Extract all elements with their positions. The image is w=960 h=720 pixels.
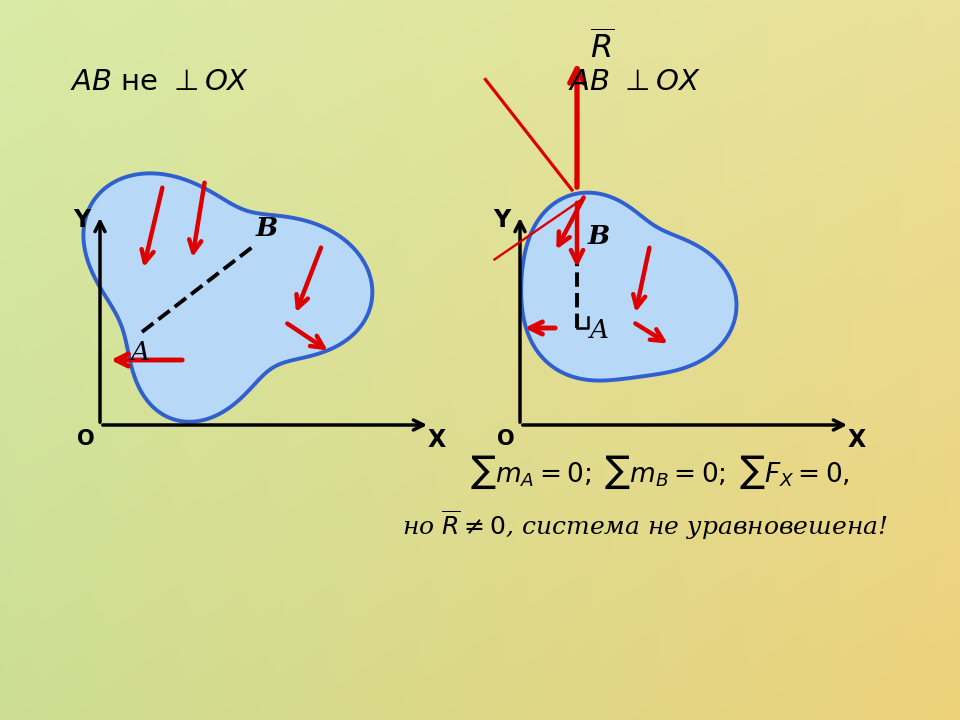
Text: $\overline{R}$: $\overline{R}$	[589, 30, 614, 66]
Text: Y: Y	[73, 208, 90, 232]
Text: Y: Y	[493, 208, 511, 232]
Text: $\sum m_A = 0;\; \sum m_B = 0;\; \sum F_X = 0,$: $\sum m_A = 0;\; \sum m_B = 0;\; \sum F_…	[470, 454, 850, 490]
Text: B: B	[588, 223, 611, 248]
Polygon shape	[84, 174, 372, 422]
Text: B: B	[256, 217, 278, 241]
Text: O: O	[497, 429, 515, 449]
Text: A: A	[131, 340, 150, 364]
Text: $AB\ \bot OX$: $AB\ \bot OX$	[568, 68, 702, 96]
Text: $AB\ \mathrm{не}\ \bot OX$: $AB\ \mathrm{не}\ \bot OX$	[70, 68, 250, 96]
Text: но $\overline{R} \neq 0$, система не уравновешена!: но $\overline{R} \neq 0$, система не ура…	[402, 508, 888, 541]
Polygon shape	[521, 193, 736, 381]
Text: X: X	[848, 428, 866, 452]
Text: X: X	[428, 428, 446, 452]
Text: O: O	[77, 429, 95, 449]
Text: A: A	[589, 318, 609, 343]
